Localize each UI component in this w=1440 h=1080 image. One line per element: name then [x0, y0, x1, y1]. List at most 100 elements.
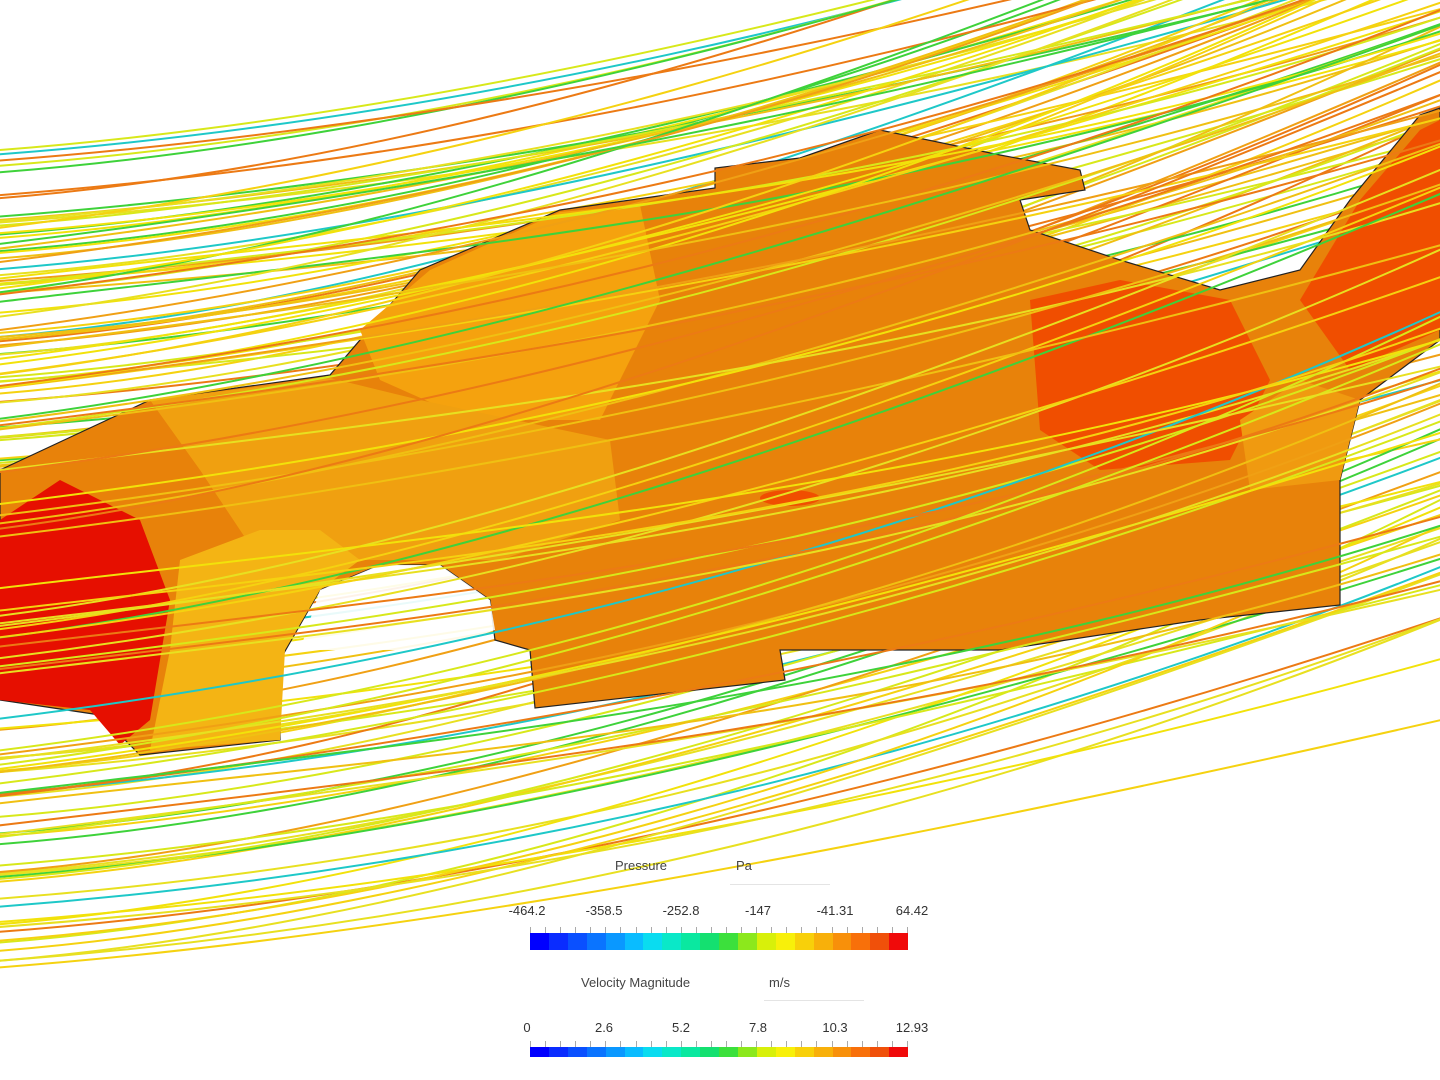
colorbar-step	[624, 933, 644, 950]
minor-tick	[831, 927, 833, 933]
legend-tick-label: 2.6	[594, 1020, 614, 1035]
minor-tick	[575, 927, 577, 933]
streamline	[0, 54, 1440, 349]
legend-tick-label: 7.8	[748, 1020, 768, 1035]
colorbar-step	[567, 933, 587, 950]
streamline	[0, 109, 1440, 389]
streamline	[0, 24, 1440, 420]
colorbar-step	[605, 1047, 625, 1057]
colorbar-step	[605, 933, 625, 950]
streamline	[0, 183, 1440, 517]
colorbar-step	[737, 1047, 757, 1057]
minor-tick	[665, 1041, 667, 1047]
colorbar-step	[643, 933, 663, 950]
minor-tick	[695, 1041, 697, 1047]
streamline	[0, 30, 1440, 303]
streamline	[0, 566, 1440, 908]
streamline	[0, 145, 1440, 505]
colorbar-step	[851, 1047, 871, 1057]
minor-tick	[545, 927, 547, 933]
minor-tick	[786, 927, 788, 933]
streamline	[0, 0, 1093, 263]
streamline	[0, 0, 1124, 250]
streamline	[0, 617, 1440, 928]
streamline	[0, 0, 899, 174]
minor-tick	[801, 1041, 803, 1047]
streamline	[0, 0, 1123, 239]
streamline	[0, 0, 1409, 366]
streamline	[0, 0, 1272, 245]
legend-tick-label: -464.2	[508, 903, 546, 918]
colorbar-step	[548, 1047, 568, 1057]
minor-tick	[906, 1041, 908, 1047]
colorbar-step	[624, 1047, 644, 1057]
streamline	[0, 413, 1440, 761]
minor-tick	[575, 1041, 577, 1047]
colorbar-step	[700, 933, 720, 950]
streamline	[0, 0, 1288, 271]
minor-tick	[680, 1041, 682, 1047]
streamline	[0, 10, 1440, 360]
colorbar-step	[719, 933, 738, 950]
streamline	[0, 343, 1440, 766]
colorbar-step	[870, 1047, 890, 1057]
colorbar-minor-ticks	[530, 1041, 908, 1047]
minor-tick	[726, 927, 728, 933]
colorbar-step	[870, 933, 890, 950]
minor-tick	[635, 927, 637, 933]
minor-tick	[756, 1041, 758, 1047]
colorbar-step	[548, 933, 568, 950]
colorbar-step	[737, 933, 757, 950]
streamline	[0, 365, 1440, 627]
colorbar-step	[889, 1047, 909, 1057]
streamline	[0, 588, 1440, 835]
legend-tick-label: 0	[523, 1020, 531, 1035]
minor-tick	[876, 1041, 878, 1047]
minor-tick	[635, 1041, 637, 1047]
streamline	[0, 339, 1440, 590]
legend-tick-label: 64.42	[895, 903, 929, 918]
minor-tick	[861, 1041, 863, 1047]
colorbar-step	[756, 933, 776, 950]
minor-tick	[605, 1041, 607, 1047]
streamline	[0, 371, 1440, 675]
minor-tick	[620, 927, 622, 933]
colorbar-minor-ticks	[530, 927, 908, 933]
minor-tick	[786, 1041, 788, 1047]
legend-tick-label: 10.3	[822, 1020, 848, 1035]
streamline	[0, 618, 1440, 962]
minor-tick	[906, 927, 908, 933]
streamline	[0, 0, 970, 229]
streamline	[0, 99, 1440, 431]
streamline	[0, 186, 1440, 631]
legend-unit: m/s	[769, 975, 790, 990]
colorbar-step	[643, 1047, 663, 1057]
rear-pressure-2	[1300, 120, 1440, 370]
car-shell	[0, 107, 1440, 756]
legend-tick-label: 12.93	[895, 1020, 929, 1035]
streamline	[0, 276, 1440, 639]
streamline	[0, 192, 1440, 639]
colorbar-step	[794, 933, 814, 950]
minor-tick	[650, 1041, 652, 1047]
colorbar-step	[719, 1047, 738, 1057]
streamline	[0, 515, 1440, 798]
streamline	[0, 311, 1440, 720]
minor-tick	[846, 1041, 848, 1047]
colorbar-step	[567, 1047, 587, 1057]
streamline	[0, 52, 1440, 423]
legend-unit: Pa	[736, 858, 752, 873]
minor-tick	[560, 1041, 562, 1047]
streamline	[0, 0, 1012, 162]
streamline	[0, 0, 1139, 290]
streamline	[0, 553, 1440, 805]
minor-tick	[756, 927, 758, 933]
colorbar-step	[681, 1047, 701, 1057]
streamline	[0, 0, 1157, 222]
minor-tick	[876, 927, 878, 933]
streamline	[0, 0, 1184, 294]
colorbar-step	[530, 1047, 549, 1057]
streamline	[0, 0, 1328, 224]
colorbar-step	[662, 1047, 682, 1057]
